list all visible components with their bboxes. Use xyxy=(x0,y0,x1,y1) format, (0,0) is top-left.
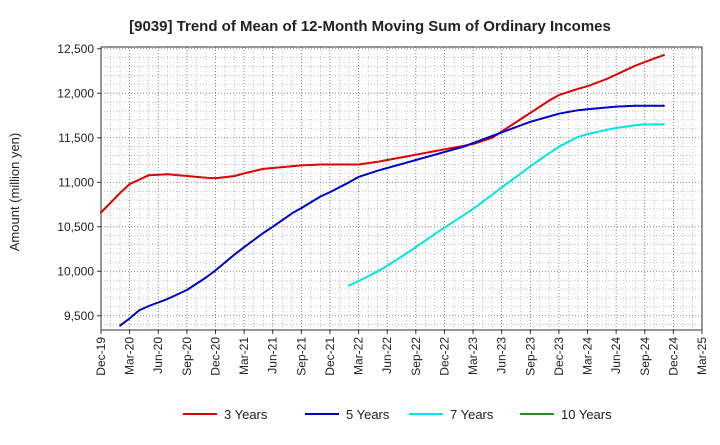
y-tick-label: 10,500 xyxy=(57,220,94,234)
series-line-7-years xyxy=(348,123,665,287)
grid-layer xyxy=(101,47,702,330)
y-axis-label: Amount (million yen) xyxy=(7,133,22,252)
axes-layer: Dec-19 Mar-20 Jun-20 Sep-20 Dec-20 Mar-21 Jun-… xyxy=(57,42,709,376)
x-tick-label: Mar-23 xyxy=(466,337,480,375)
y-tick-label: 12,500 xyxy=(57,42,94,56)
x-tick-label: Dec-21 xyxy=(323,337,337,376)
x-tick-label: Sep-21 xyxy=(294,337,308,376)
x-tick-label: Mar-20 xyxy=(123,337,137,375)
x-tick-label: Dec-24 xyxy=(666,337,680,376)
x-tick-label: Mar-25 xyxy=(695,337,709,375)
legend-label-10-years: 10 Years xyxy=(561,407,612,422)
x-tick-label: Jun-21 xyxy=(266,337,280,374)
x-tick-label: Sep-20 xyxy=(180,337,194,376)
legend-label-5-years: 5 Years xyxy=(346,407,390,422)
x-tick-label: Jun-22 xyxy=(380,337,394,374)
series-line-3-years xyxy=(100,54,665,214)
legend-label-3-years: 3 Years xyxy=(224,407,268,422)
x-tick-label: Mar-24 xyxy=(581,337,595,375)
y-tick-label: 12,000 xyxy=(57,86,94,100)
y-tick-label: 11,000 xyxy=(58,175,94,189)
x-tick-label: Jun-24 xyxy=(609,337,623,374)
chart-title: [9039] Trend of Mean of 12-Month Moving … xyxy=(129,18,611,35)
x-tick-label: Sep-23 xyxy=(523,337,537,376)
x-tick-label: Jun-23 xyxy=(495,337,509,374)
x-tick-label: Mar-22 xyxy=(352,337,366,375)
y-tick-label: 11,500 xyxy=(58,131,94,145)
legend-label-7-years: 7 Years xyxy=(450,407,494,422)
series-layer xyxy=(100,54,665,327)
legend: 3 Years 5 Years 7 Years 10 Years xyxy=(183,407,612,422)
series-line-5-years xyxy=(119,104,665,327)
x-tick-label: Dec-22 xyxy=(437,337,451,376)
x-tick-label: Dec-19 xyxy=(94,337,108,376)
x-tick-label: Sep-22 xyxy=(409,337,423,376)
y-tick-label: 9,500 xyxy=(64,309,94,323)
x-tick-label: Dec-20 xyxy=(208,337,222,376)
y-tick-label: 10,000 xyxy=(57,264,94,278)
x-tick-label: Dec-23 xyxy=(552,337,566,376)
plot-area-frame xyxy=(100,46,703,331)
x-tick-label: Jun-20 xyxy=(151,337,165,374)
x-tick-label: Mar-21 xyxy=(237,337,251,375)
x-tick-label: Sep-24 xyxy=(638,337,652,376)
